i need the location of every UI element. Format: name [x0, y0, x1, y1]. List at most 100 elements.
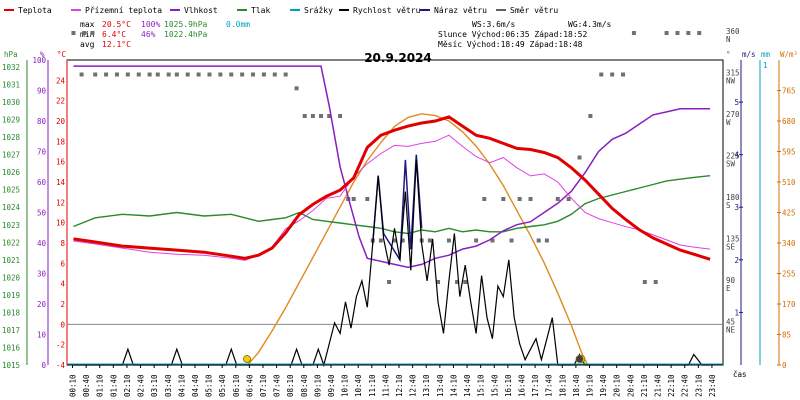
x-tick-label: 14:40	[463, 374, 472, 397]
unit-wm2: W/m²	[780, 50, 798, 59]
wind-direction-point	[642, 280, 647, 284]
hpa-tick-label: 1026	[2, 168, 21, 177]
x-tick-label: 23:10	[694, 374, 703, 397]
x-tick-label: 18:40	[572, 374, 581, 397]
wind-direction-point	[351, 197, 356, 201]
unit-mm: mm	[761, 50, 771, 59]
daylight-marker	[243, 355, 251, 363]
direction-tick-name: E	[726, 284, 731, 293]
wind-direction-point	[474, 238, 479, 243]
legend: Teplota Přízemní teplota Vlhkost Tlak Srážky…	[4, 6, 558, 15]
x-tick-label: 07:10	[259, 374, 268, 397]
wm2-tick-label: 510	[782, 178, 796, 187]
wind-direction-point	[463, 280, 468, 284]
axis-ticks: 1032103110301029102810271026102510241023…	[2, 27, 796, 397]
wind-direction-point	[631, 31, 636, 35]
percent-tick-label: 80	[37, 117, 47, 126]
percent-tick-label: 60	[37, 178, 47, 187]
ground-temperature-line	[73, 134, 711, 261]
x-tick-label: 02:40	[137, 374, 146, 397]
x-tick-label: 00:40	[82, 374, 91, 397]
percent-tick-label: 30	[37, 270, 47, 279]
wind-direction-point	[599, 72, 604, 77]
wind-direction-point	[387, 280, 392, 284]
unit-degree: °	[726, 50, 731, 59]
stat-min-humidity: 46%	[141, 30, 156, 39]
percent-tick-label: 20	[37, 300, 47, 309]
temp-tick-label: 22	[56, 97, 65, 106]
wind-direction-point	[610, 72, 615, 77]
direction-tick-degrees: 90	[726, 276, 736, 285]
x-tick-label: 20:10	[613, 374, 622, 397]
x-tick-label: 12:10	[395, 374, 404, 397]
wind-direction-point	[196, 72, 201, 77]
stat-wind-gust: WG:4.3m/s	[568, 20, 612, 29]
temp-tick-label: 6	[60, 259, 65, 268]
hpa-tick-label: 1032	[2, 63, 20, 72]
wind-direction-point	[294, 86, 299, 91]
wm2-tick-label: 0	[782, 361, 787, 370]
legend-label: Teplota	[18, 6, 52, 15]
daylight-marker	[575, 355, 584, 363]
wind-direction-point	[436, 280, 441, 284]
legend-label: Náraz větru	[434, 6, 487, 15]
wind-direction-point	[155, 72, 160, 77]
wind-direction-point	[251, 72, 256, 77]
direction-tick-degrees: 360	[726, 27, 740, 36]
x-tick-label: 01:10	[96, 374, 105, 397]
temp-tick-label: 2	[60, 300, 65, 309]
legend-label: Přízemní teplota	[85, 6, 162, 15]
stat-min-label: min	[80, 30, 95, 39]
wind-direction-point	[114, 72, 119, 77]
wind-direction-point	[185, 72, 190, 77]
x-tick-label: 16:40	[517, 374, 526, 397]
wind-direction-point	[310, 114, 315, 118]
stat-avg-label: avg	[80, 40, 95, 49]
x-tick-label: 04:40	[191, 374, 200, 397]
wind-direction-point	[93, 72, 98, 77]
wm2-tick-label: 680	[782, 117, 796, 126]
stat-avg-temp: 12.1°C	[102, 40, 131, 49]
legend-label: Rychlost větru	[353, 6, 421, 15]
x-tick-label: 18:10	[558, 374, 567, 397]
wind-direction-point	[90, 31, 95, 35]
wind-direction-point	[686, 31, 691, 35]
unit-degc: °C	[57, 50, 66, 59]
direction-tick-degrees: 270	[726, 110, 740, 119]
temp-tick-label: 12	[56, 198, 65, 207]
x-tick-label: 17:10	[531, 374, 540, 397]
hpa-tick-label: 1016	[2, 343, 21, 352]
ms-tick-label: 2	[734, 256, 739, 265]
x-tick-label: 19:10	[585, 374, 594, 397]
hpa-tick-label: 1020	[2, 273, 21, 282]
wind-direction-point	[71, 31, 76, 35]
wind-direction-point	[482, 197, 487, 201]
wind-direction-point	[327, 114, 332, 118]
wind-direction-point	[427, 238, 432, 243]
x-tick-label: 16:10	[504, 374, 513, 397]
direction-tick-degrees: 45	[726, 318, 735, 327]
x-tick-label: 12:40	[409, 374, 418, 397]
wind-direction-point	[490, 238, 495, 243]
wm2-tick-label: 170	[782, 300, 796, 309]
x-tick-label: 07:40	[273, 374, 282, 397]
x-tick-label: 05:10	[205, 374, 214, 397]
x-tick-label: 17:40	[545, 374, 554, 397]
x-tick-label: 20:40	[626, 374, 635, 397]
x-tick-label: 11:40	[381, 374, 390, 397]
wind-direction-point	[79, 72, 84, 77]
legend-label: Tlak	[251, 6, 270, 15]
mm-tick-label: 1	[763, 61, 768, 70]
pressure-line	[73, 175, 711, 235]
wind-direction-point	[229, 72, 234, 77]
x-tick-label: 06:40	[245, 374, 254, 397]
wind-direction-point	[528, 197, 533, 201]
wm2-tick-label: 425	[782, 209, 796, 218]
temp-tick-label: 16	[56, 158, 66, 167]
wind-direction-point	[577, 155, 582, 160]
direction-tick-degrees: 315	[726, 69, 740, 78]
temp-tick-label: -4	[56, 361, 66, 370]
temperature-line	[73, 115, 711, 261]
x-tick-label: 10:40	[354, 374, 363, 397]
stat-max-temp: 20.5°C	[102, 20, 131, 29]
